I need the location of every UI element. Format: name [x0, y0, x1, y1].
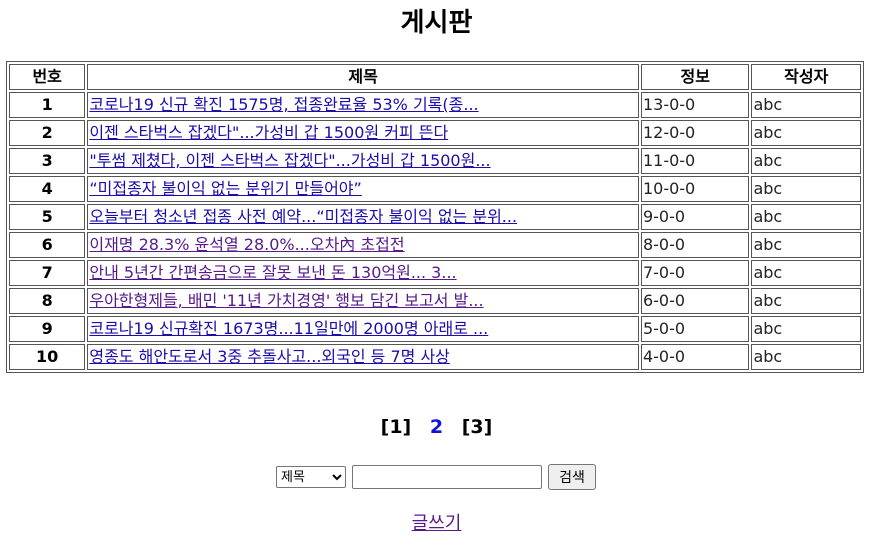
- post-title-link[interactable]: 이재명 28.3% 윤석열 28.0%...오차內 초접전: [89, 235, 405, 254]
- table-row: 6 이재명 28.3% 윤석열 28.0%...오차內 초접전 8-0-0 abc: [9, 232, 861, 258]
- row-author: abc: [751, 260, 861, 286]
- row-subject-cell: 이재명 28.3% 윤석열 28.0%...오차內 초접전: [87, 232, 639, 258]
- row-info: 10-0-0: [640, 176, 750, 202]
- write-post-link[interactable]: 글쓰기: [411, 513, 462, 534]
- write-link-container: 글쓰기: [0, 512, 873, 536]
- table-row: 8 우아한형제들, 배민 '11년 가치경영' 행보 담긴 보고서 발... 6-0…: [9, 288, 861, 314]
- row-author: abc: [751, 176, 861, 202]
- row-number: 9: [9, 316, 86, 342]
- post-title-link[interactable]: 이젠 스타벅스 잡겠다"...가성비 갑 1500원 커피 뜬다: [89, 123, 449, 142]
- row-author: abc: [751, 92, 861, 118]
- row-author: abc: [751, 204, 861, 230]
- table-row: 9 코로나19 신규확진 1673명...11일만에 2000명 아래로 ... 5…: [9, 316, 861, 342]
- page-link-1[interactable]: [1]: [380, 416, 412, 438]
- row-info: 11-0-0: [640, 148, 750, 174]
- page-current: 2: [429, 416, 444, 438]
- row-subject-cell: 코로나19 신규확진 1673명...11일만에 2000명 아래로 ...: [87, 316, 639, 342]
- row-info: 7-0-0: [640, 260, 750, 286]
- row-info: 13-0-0: [640, 92, 750, 118]
- column-header-subject: 제목: [87, 64, 639, 90]
- search-form: 제목 검색: [276, 463, 596, 491]
- row-author: abc: [751, 120, 861, 146]
- post-title-link[interactable]: 안내 5년간 간편송금으로 잘못 보낸 돈 130억원... 3...: [89, 263, 457, 282]
- row-info: 9-0-0: [640, 204, 750, 230]
- row-number: 1: [9, 92, 86, 118]
- row-subject-cell: 영종도 해안도로서 3중 추돌사고...외국인 등 7명 사상: [87, 344, 639, 370]
- row-subject-cell: 오늘부터 청소년 접종 사전 예약...“미접종자 불이익 없는 분위...: [87, 204, 639, 230]
- row-number: 7: [9, 260, 86, 286]
- post-title-link[interactable]: 코로나19 신규 확진 1575명, 접종완료율 53% 기록(종...: [89, 95, 479, 114]
- board-body: 1 코로나19 신규 확진 1575명, 접종완료율 53% 기록(종... 13-…: [9, 92, 861, 370]
- post-title-link[interactable]: “미접종자 불이익 없는 분위기 만들어야”: [89, 179, 362, 198]
- row-number: 2: [9, 120, 86, 146]
- search-button[interactable]: 검색: [548, 464, 596, 490]
- post-title-link[interactable]: 코로나19 신규확진 1673명...11일만에 2000명 아래로 ...: [89, 319, 489, 338]
- row-author: abc: [751, 288, 861, 314]
- row-info: 8-0-0: [640, 232, 750, 258]
- post-title-link[interactable]: 우아한형제들, 배민 '11년 가치경영' 행보 담긴 보고서 발...: [89, 291, 484, 310]
- row-info: 4-0-0: [640, 344, 750, 370]
- post-title-link[interactable]: "투썸 제쳤다, 이젠 스타벅스 잡겠다"...가성비 갑 1500원...: [89, 151, 491, 170]
- table-row: 2 이젠 스타벅스 잡겠다"...가성비 갑 1500원 커피 뜬다 12-0-0 a…: [9, 120, 861, 146]
- row-subject-cell: "투썸 제쳤다, 이젠 스타벅스 잡겠다"...가성비 갑 1500원...: [87, 148, 639, 174]
- table-row: 1 코로나19 신규 확진 1575명, 접종완료율 53% 기록(종... 13-…: [9, 92, 861, 118]
- table-row: 7 안내 5년간 간편송금으로 잘못 보낸 돈 130억원... 3... 7-0-…: [9, 260, 861, 286]
- column-header-author: 작성자: [751, 64, 861, 90]
- column-header-num: 번호: [9, 64, 86, 90]
- row-info: 5-0-0: [640, 316, 750, 342]
- row-subject-cell: 안내 5년간 간편송금으로 잘못 보낸 돈 130억원... 3...: [87, 260, 639, 286]
- row-number: 3: [9, 148, 86, 174]
- pagination: [1] 2 [3]: [0, 414, 873, 440]
- search-input[interactable]: [352, 465, 542, 489]
- column-header-info: 정보: [640, 64, 750, 90]
- row-subject-cell: 코로나19 신규 확진 1575명, 접종완료율 53% 기록(종...: [87, 92, 639, 118]
- row-subject-cell: “미접종자 불이익 없는 분위기 만들어야”: [87, 176, 639, 202]
- post-title-link[interactable]: 오늘부터 청소년 접종 사전 예약...“미접종자 불이익 없는 분위...: [89, 207, 518, 226]
- search-field-select[interactable]: 제목: [276, 466, 346, 488]
- table-row: 5 오늘부터 청소년 접종 사전 예약...“미접종자 불이익 없는 분위... 9…: [9, 204, 861, 230]
- board-table: 번호 제목 정보 작성자 1 코로나19 신규 확진 1575명, 접종완료율 5…: [6, 61, 864, 373]
- table-row: 4 “미접종자 불이익 없는 분위기 만들어야” 10-0-0 abc: [9, 176, 861, 202]
- table-row: 3 "투썸 제쳤다, 이젠 스타벅스 잡겠다"...가성비 갑 1500원... 1…: [9, 148, 861, 174]
- page-link-3[interactable]: [3]: [461, 416, 493, 438]
- row-info: 12-0-0: [640, 120, 750, 146]
- row-info: 6-0-0: [640, 288, 750, 314]
- row-number: 6: [9, 232, 86, 258]
- row-number: 10: [9, 344, 86, 370]
- row-number: 5: [9, 204, 86, 230]
- post-title-link[interactable]: 영종도 해안도로서 3중 추돌사고...외국인 등 7명 사상: [89, 347, 450, 366]
- page-title: 게시판: [400, 8, 473, 38]
- table-header-row: 번호 제목 정보 작성자: [9, 64, 861, 90]
- row-number: 4: [9, 176, 86, 202]
- row-subject-cell: 이젠 스타벅스 잡겠다"...가성비 갑 1500원 커피 뜬다: [87, 120, 639, 146]
- row-subject-cell: 우아한형제들, 배민 '11년 가치경영' 행보 담긴 보고서 발...: [87, 288, 639, 314]
- row-author: abc: [751, 148, 861, 174]
- table-row: 10 영종도 해안도로서 3중 추돌사고...외국인 등 7명 사상 4-0-0 ab…: [9, 344, 861, 370]
- row-author: abc: [751, 232, 861, 258]
- row-author: abc: [751, 344, 861, 370]
- row-number: 8: [9, 288, 86, 314]
- row-author: abc: [751, 316, 861, 342]
